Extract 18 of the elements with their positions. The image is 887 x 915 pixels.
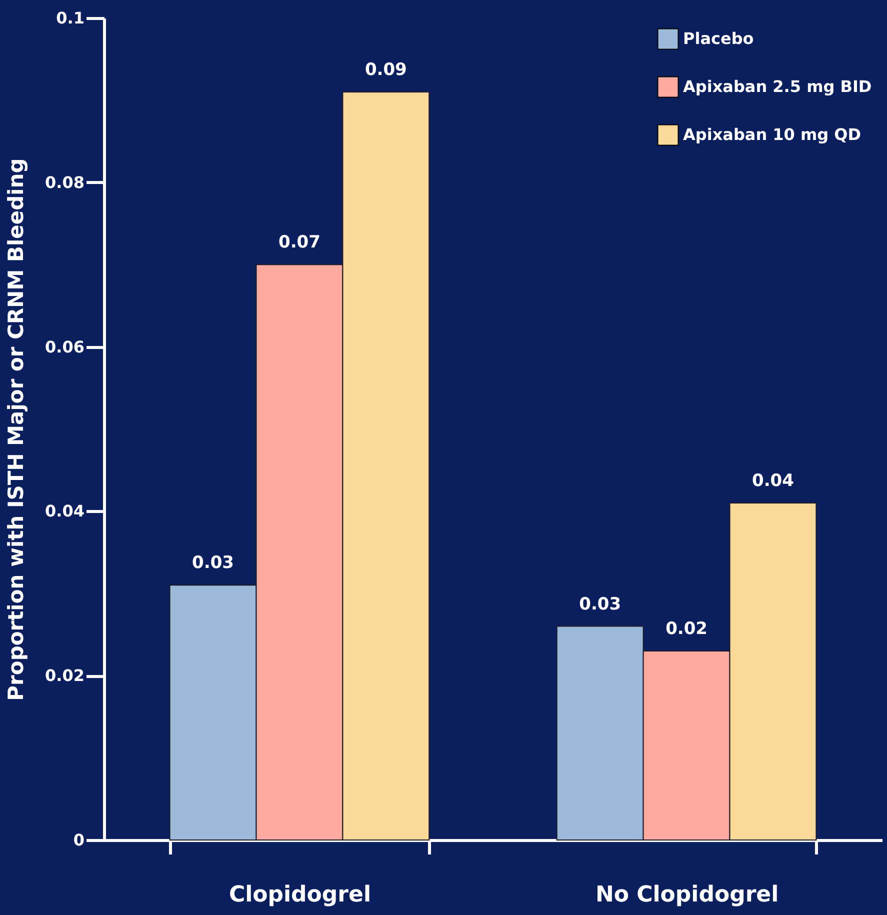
legend-label: Placebo (683, 29, 754, 48)
y-tick-label: 0 (73, 830, 84, 850)
y-tick-label: 0.08 (45, 172, 84, 192)
data-label: 0.09 (364, 60, 407, 80)
data-label: 0.04 (752, 470, 794, 491)
x-tick-label: Clopidogrel (228, 882, 371, 908)
x-tick-label: No Clopidogrel (595, 882, 779, 908)
y-tick-label: 0.02 (45, 666, 84, 686)
data-label: 0.03 (579, 594, 622, 614)
legend-label: Apixaban 2.5 mg BID (683, 77, 872, 96)
legend-label: Apixaban 10 mg QD (683, 125, 862, 144)
data-label: 0.03 (192, 553, 234, 574)
data-label: 0.07 (278, 232, 320, 253)
data-label: 0.02 (666, 618, 708, 639)
y-tick-label: 0.04 (45, 502, 84, 521)
y-tick-label: 0.06 (45, 337, 84, 356)
y-axis-title: Proportion with ISTH Major or CRNM Bleeding (4, 158, 28, 701)
y-tick-label: 0.1 (56, 8, 84, 28)
